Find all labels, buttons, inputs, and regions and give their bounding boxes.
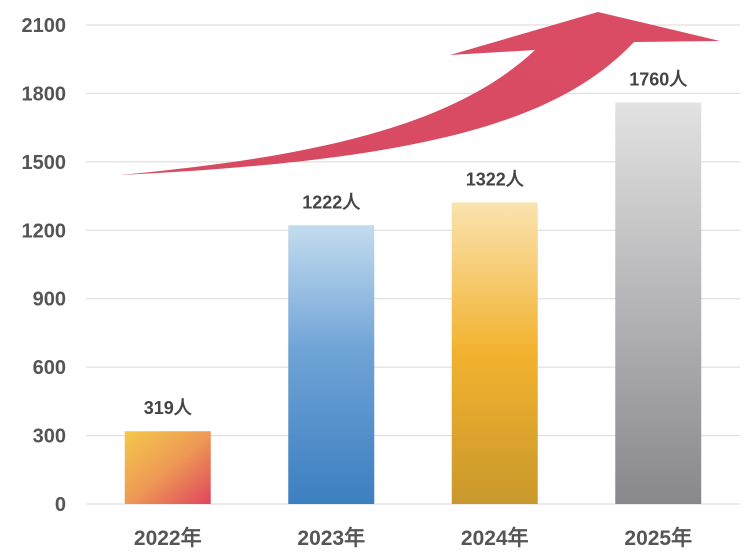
y-tick-label: 900 (33, 289, 66, 311)
x-axis: 2022年 2023年 2024年 2025年 (134, 526, 692, 550)
x-tick-label: 2024年 (461, 526, 529, 550)
x-tick-label: 2025年 (624, 526, 692, 550)
data-label: 319人 (144, 398, 193, 418)
bar-2022年 (124, 431, 211, 504)
y-tick-label: 300 (33, 426, 66, 448)
y-axis: 0 300 600 900 1200 1500 1800 2100 (22, 15, 67, 516)
data-labels: 319人 1222人 1322人 1760人 (144, 70, 689, 419)
x-tick-label: 2023年 (297, 526, 365, 550)
data-label: 1322人 (466, 169, 525, 189)
data-label: 1760人 (629, 70, 688, 90)
y-tick-label: 2100 (22, 15, 67, 37)
data-label: 1222人 (302, 192, 361, 212)
y-tick-label: 0 (55, 494, 66, 516)
y-tick-label: 600 (33, 357, 66, 379)
bar-2024年 (451, 202, 538, 504)
y-tick-label: 1200 (22, 220, 67, 242)
bars (124, 102, 702, 505)
y-tick-label: 1800 (22, 83, 67, 105)
bar-2025年 (615, 102, 702, 505)
x-tick-label: 2022年 (134, 526, 202, 550)
trend-arrow-icon (120, 12, 720, 175)
y-tick-label: 1500 (22, 152, 67, 174)
bar-2023年 (288, 225, 375, 504)
